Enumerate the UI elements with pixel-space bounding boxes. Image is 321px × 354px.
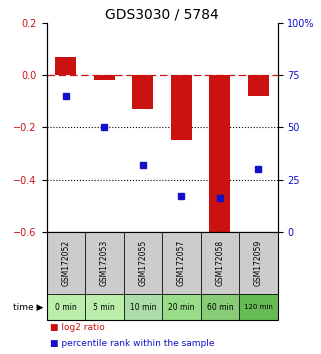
Text: GSM172058: GSM172058: [215, 240, 224, 286]
Text: GSM172055: GSM172055: [138, 240, 147, 286]
Text: 20 min: 20 min: [168, 303, 195, 312]
Text: GSM172057: GSM172057: [177, 240, 186, 286]
Text: ■ percentile rank within the sample: ■ percentile rank within the sample: [50, 339, 214, 348]
Text: 5 min: 5 min: [93, 303, 115, 312]
Text: 60 min: 60 min: [207, 303, 233, 312]
Text: GSM172053: GSM172053: [100, 240, 109, 286]
Text: 10 min: 10 min: [130, 303, 156, 312]
Text: 120 min: 120 min: [244, 304, 273, 310]
Text: ■ log2 ratio: ■ log2 ratio: [50, 323, 105, 332]
Text: GSM172052: GSM172052: [61, 240, 70, 286]
Bar: [55, 57, 76, 75]
Text: 0 min: 0 min: [55, 303, 77, 312]
Bar: [132, 75, 153, 109]
Text: time ▶: time ▶: [13, 303, 43, 312]
Title: GDS3030 / 5784: GDS3030 / 5784: [105, 8, 219, 22]
Text: GSM172059: GSM172059: [254, 240, 263, 286]
Bar: [171, 75, 192, 141]
Bar: [209, 75, 230, 237]
Bar: [248, 75, 269, 96]
Bar: [94, 75, 115, 80]
